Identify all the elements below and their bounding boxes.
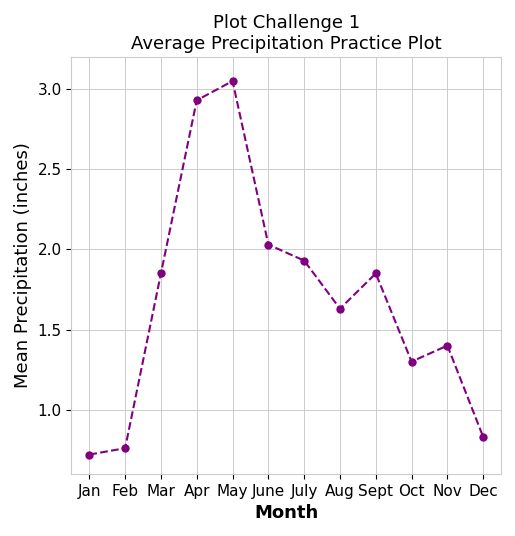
Y-axis label: Mean Precipitation (inches): Mean Precipitation (inches) (14, 143, 32, 389)
Title: Plot Challenge 1
Average Precipitation Practice Plot: Plot Challenge 1 Average Precipitation P… (131, 14, 441, 53)
X-axis label: Month: Month (254, 504, 318, 522)
